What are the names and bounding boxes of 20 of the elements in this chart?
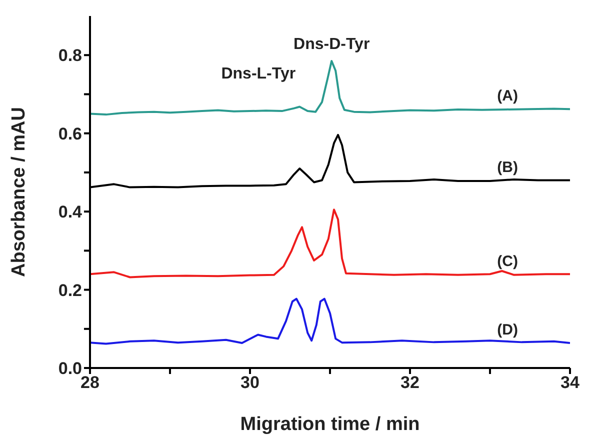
line-series (90, 208, 570, 278)
y-tick-label: 0.4 (58, 202, 83, 222)
x-tick-label: 30 (240, 373, 260, 392)
y-tick-label: 0.8 (58, 46, 82, 66)
y-axis-title: Absorbance / mAU (8, 107, 30, 277)
series-label: (B) (497, 158, 518, 176)
x-tick-label: 32 (400, 373, 420, 392)
series-label: (A) (497, 88, 518, 105)
y-tick-label: 0.6 (58, 124, 82, 144)
series-label: (C) (497, 252, 518, 270)
line-series (90, 60, 570, 116)
x-tick-label: 28 (80, 373, 100, 392)
x-axis-title: Migration time / min (240, 414, 420, 435)
x-tick-label: 34 (560, 373, 580, 392)
annotation: Dns-D-Tyr (294, 36, 370, 53)
line-series (90, 298, 570, 345)
y-tick-label: 0.0 (58, 359, 82, 378)
y-tick-label: 0.2 (58, 280, 82, 300)
annotation: Dns-L-Tyr (221, 66, 296, 83)
series-label: (D) (497, 322, 518, 339)
